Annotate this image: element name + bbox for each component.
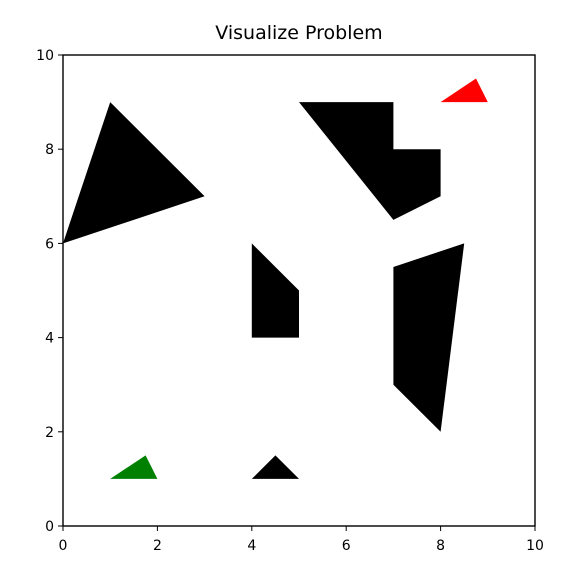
plot-frame <box>62 54 536 527</box>
obstacle-polygon-1 <box>299 102 441 220</box>
y-tick-label: 4 <box>45 331 54 347</box>
x-tick-label: 4 <box>247 538 256 554</box>
x-tick-label: 0 <box>59 538 68 554</box>
x-tick-label: 10 <box>526 538 544 554</box>
x-axis-ticks: 0 2 4 6 8 10 <box>59 526 544 554</box>
obstacle-polygon-4 <box>251 455 299 479</box>
chart-title: Visualize Problem <box>215 22 383 44</box>
y-axis-ticks: 0 2 4 6 8 10 <box>36 48 63 535</box>
x-tick-label: 6 <box>342 538 351 554</box>
y-tick-label: 0 <box>45 519 54 535</box>
polygon-layer <box>63 78 488 479</box>
obstacle-polygon-0 <box>63 102 205 244</box>
obstacle-polygon-3 <box>393 243 465 432</box>
y-tick-label: 2 <box>45 425 54 441</box>
goal-polygon-6 <box>440 78 488 103</box>
x-tick-label: 2 <box>153 538 162 554</box>
y-tick-label: 10 <box>36 48 54 64</box>
y-tick-label: 6 <box>45 236 54 252</box>
x-tick-label: 8 <box>436 538 445 554</box>
y-tick-label: 8 <box>45 142 54 158</box>
start-polygon-5 <box>110 455 158 479</box>
obstacle-polygon-2 <box>251 243 299 338</box>
